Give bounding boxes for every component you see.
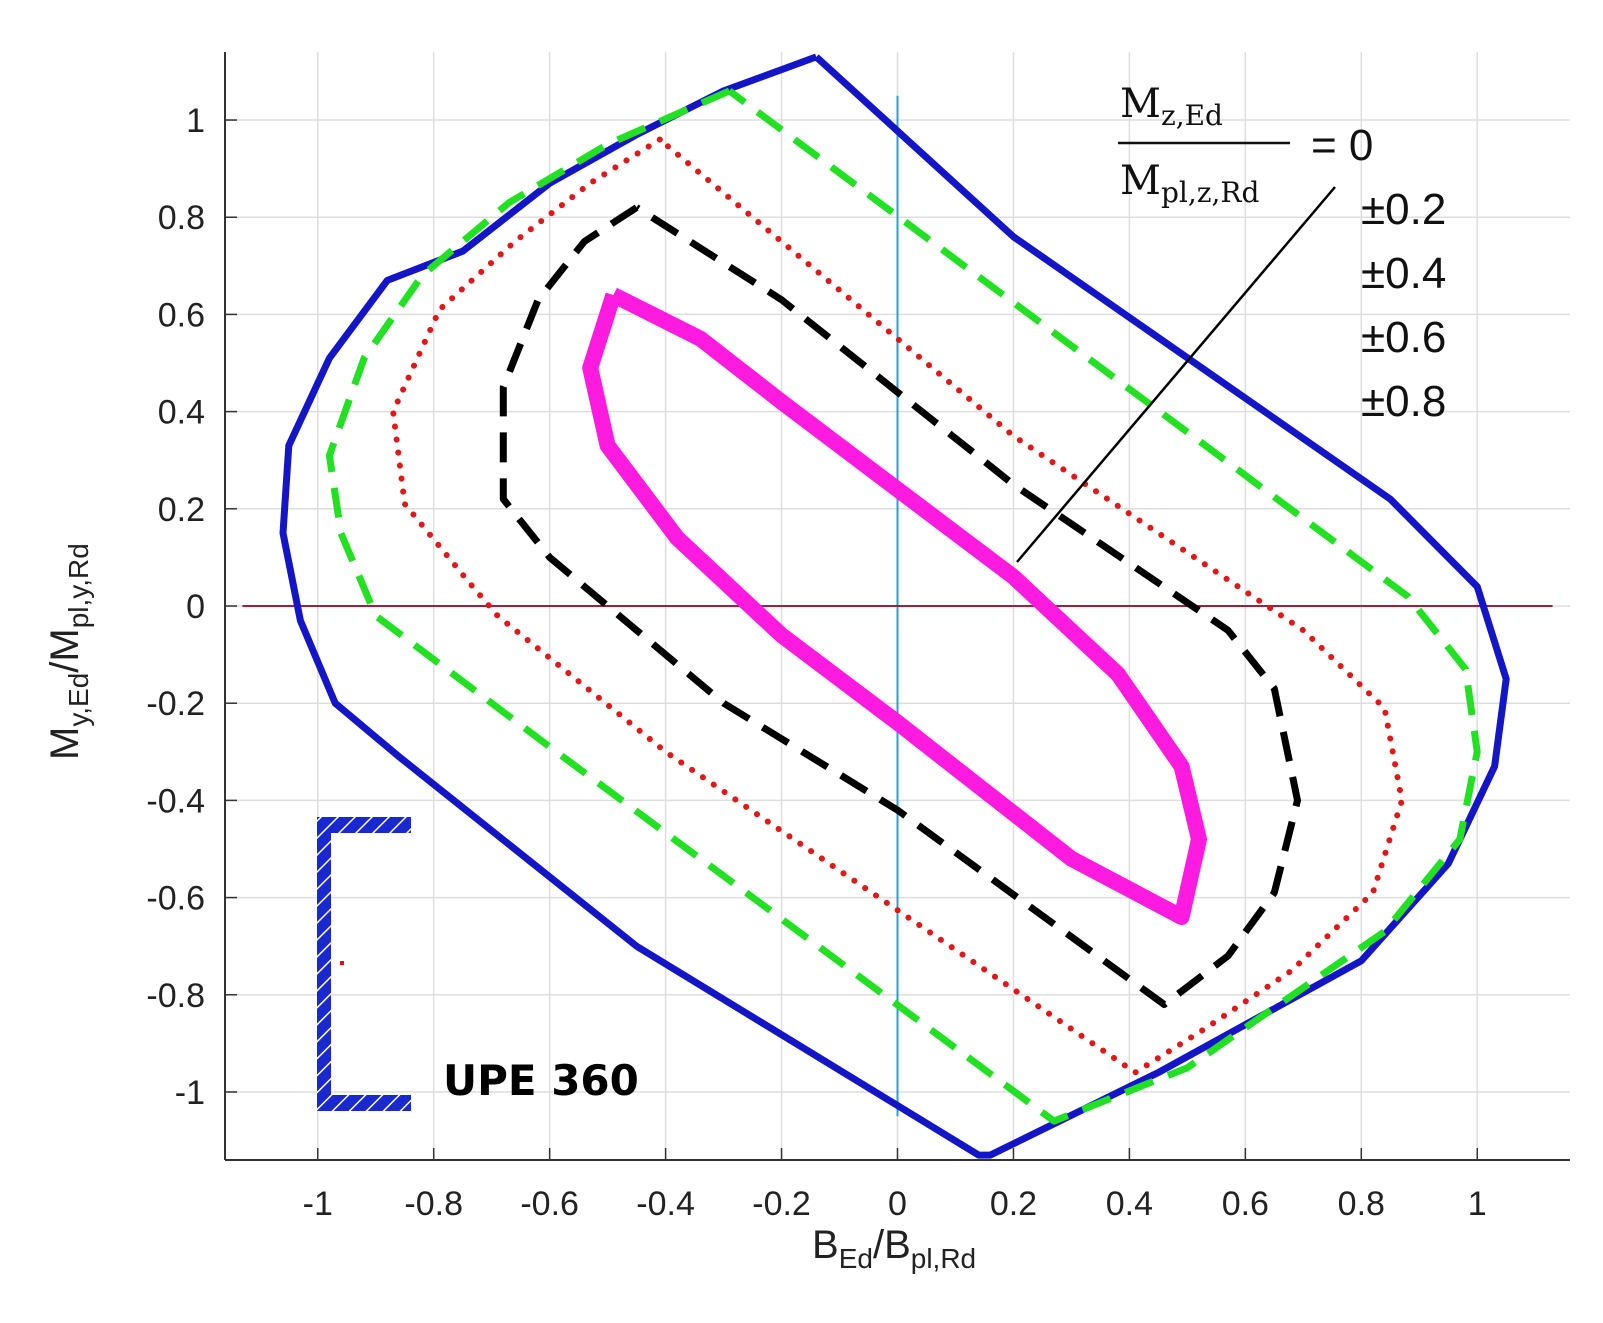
reference-lines	[242, 95, 1553, 1117]
y-tick-label: 0.2	[158, 491, 205, 529]
legend-annotation: Mz,Ed Mpl,z,Rd = 0 ±0.2 ±0.4 ±0.6 ±0.8	[1016, 81, 1446, 563]
legend-denominator-sub: pl,z,Rd	[1161, 176, 1260, 209]
y-tick-label: -0.8	[146, 977, 205, 1015]
x-tick-label: 0.2	[990, 1185, 1037, 1223]
legend-equals-zero: = 0	[1311, 121, 1373, 170]
x-tick-label: -0.8	[404, 1185, 463, 1223]
legend-value-3: ±0.8	[1361, 377, 1446, 426]
x-tick-label: -0.4	[636, 1185, 695, 1223]
legend-value-1: ±0.4	[1361, 249, 1446, 298]
y-tick-label: 0.4	[158, 394, 205, 432]
series-line-2	[390, 136, 1405, 1076]
y-axis-label: My,Ed/Mpl,y,Rd	[43, 543, 94, 760]
section-web	[317, 817, 331, 1111]
y-tick-label: -0.4	[146, 782, 205, 820]
legend-value-2: ±0.6	[1361, 313, 1446, 362]
x-tick-label: 0	[888, 1185, 907, 1223]
legend-value-0: ±0.2	[1361, 185, 1446, 234]
x-tick-label: 0.6	[1222, 1185, 1269, 1223]
x-tick-label: -0.6	[520, 1185, 579, 1223]
series-line-0	[279, 53, 1510, 1159]
x-axis-label: BEd/Bpl,Rd	[812, 1223, 976, 1274]
svg-text:Mpl,z,Rd: Mpl,z,Rd	[1120, 158, 1259, 209]
y-tick-label: 1	[186, 102, 205, 140]
legend-numerator: M	[1120, 81, 1161, 127]
y-tick-label: 0.8	[158, 199, 205, 237]
x-tick-label: 0.4	[1106, 1185, 1153, 1223]
section-centroid-marker	[340, 961, 344, 965]
legend-numerator-sub: z,Ed	[1161, 99, 1223, 132]
x-tick-label: 0.8	[1338, 1185, 1385, 1223]
legend-denominator: M	[1120, 158, 1161, 204]
series-line-4	[582, 287, 1207, 925]
section-top-flange	[317, 817, 411, 833]
y-tick-label: -1	[175, 1074, 205, 1112]
legend-leader-line	[1016, 186, 1336, 563]
series-line-1	[325, 87, 1481, 1125]
y-tick-label: -0.2	[146, 685, 205, 723]
series-group	[279, 53, 1510, 1159]
axes: -1 -0.8 -0.6 -0.4 -0.2 0 0.2 0.4 0.6 0.8 1 1 0.8 0.6 0…	[146, 52, 1570, 1223]
y-tick-label: 0.6	[158, 296, 205, 334]
y-tick-label: 0	[186, 588, 205, 626]
series-line-3	[499, 204, 1301, 1008]
section-label: UPE 360	[443, 1056, 639, 1105]
section-bottom-flange	[317, 1095, 411, 1111]
upe-section-icon	[317, 817, 411, 1111]
x-tick-label: -1	[303, 1185, 333, 1223]
x-tick-label: 1	[1468, 1185, 1487, 1223]
x-tick-label: -0.2	[752, 1185, 811, 1223]
y-tick-label: -0.6	[146, 880, 205, 918]
svg-text:Mz,Ed: Mz,Ed	[1120, 81, 1223, 132]
